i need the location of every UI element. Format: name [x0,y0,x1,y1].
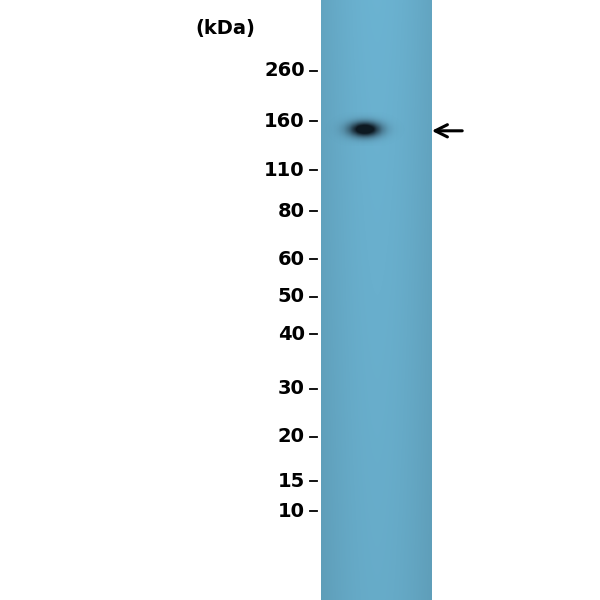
Text: 80: 80 [278,202,305,221]
Text: 50: 50 [278,287,305,307]
Text: 260: 260 [264,61,305,80]
Text: 15: 15 [278,472,305,491]
Text: 20: 20 [278,427,305,446]
Text: 30: 30 [278,379,305,398]
Text: 10: 10 [278,502,305,521]
Text: 40: 40 [278,325,305,344]
Text: 110: 110 [264,161,305,180]
Text: 160: 160 [264,112,305,131]
Text: 60: 60 [278,250,305,269]
Text: (kDa): (kDa) [195,19,255,38]
